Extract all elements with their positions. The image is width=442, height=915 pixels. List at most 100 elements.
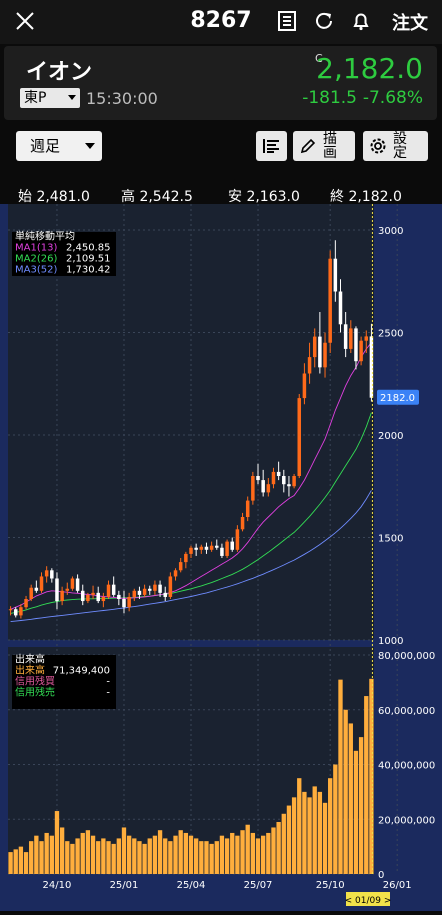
close-mark: C (315, 52, 323, 65)
volume-bar (343, 709, 348, 874)
candle-body (245, 500, 250, 517)
document-icon[interactable] (276, 10, 298, 32)
market-select[interactable]: 東P (20, 88, 80, 108)
volume-legend-value: - (106, 676, 110, 687)
volume-tick-label: 60,000,000 (378, 706, 435, 717)
candle-body (173, 570, 178, 577)
candle-body (127, 596, 131, 608)
candle-body (276, 471, 281, 476)
volume-bar (34, 835, 39, 874)
volume-bar (116, 838, 121, 874)
period-label: 週足 (30, 137, 61, 155)
indicator-button[interactable] (256, 131, 287, 161)
draw-button[interactable]: 描画 (293, 131, 355, 161)
candle-body (194, 547, 198, 550)
ma3-line (10, 490, 372, 623)
candle-body (148, 588, 152, 591)
volume-bar (193, 838, 199, 874)
ma-legend-label: MA3(52) (15, 264, 57, 275)
price-tick-label: 1000 (378, 636, 403, 647)
volume-bar (23, 852, 29, 874)
candle-body (80, 590, 85, 602)
volume-bar (219, 835, 225, 874)
current-price: 2,182.0 (316, 52, 423, 85)
candle-body (24, 599, 28, 608)
price-chart[interactable]: 3000 2500 2000 1500 1000 80,000,000 60,000,000… (0, 204, 442, 911)
volume-bar (183, 832, 189, 874)
volume-bar (199, 841, 204, 874)
gear-icon (370, 138, 386, 154)
volume-bar (317, 791, 323, 874)
bell-icon[interactable] (350, 10, 372, 32)
volume-bar (8, 852, 13, 874)
candle-body (65, 588, 70, 591)
candle-body (34, 587, 39, 591)
refresh-icon[interactable] (313, 10, 335, 32)
volume-bar (39, 841, 44, 874)
price-panel (8, 204, 374, 640)
volume-bar (178, 830, 183, 874)
volume-bar (54, 811, 60, 874)
volume-bar (152, 835, 158, 874)
candle-body (297, 398, 302, 476)
volume-bar (29, 841, 34, 874)
volume-bar (80, 832, 85, 874)
candle-body (8, 609, 13, 611)
ma-legend-value: 1,730.42 (66, 264, 111, 275)
date-tick-label: 25/07 (244, 880, 273, 891)
volume-bar (137, 841, 142, 874)
volume-bar (59, 827, 65, 874)
candle-body (282, 476, 286, 485)
price-tick-label: 3000 (378, 226, 403, 237)
chevron-down-icon (68, 95, 76, 100)
stock-name: イオン (26, 60, 93, 85)
volume-bar (348, 723, 353, 874)
last-price-badge (377, 389, 419, 405)
candle-body (55, 578, 59, 602)
volume-bar (204, 841, 209, 874)
last-price-label: 2182.0 (380, 393, 415, 404)
volume-tick-label: 0 (378, 870, 384, 881)
price-tick-label: 2000 (378, 431, 403, 442)
volume-bar (214, 841, 219, 874)
period-select[interactable]: 週足 (16, 131, 102, 161)
candle-body (287, 484, 291, 487)
settings-button[interactable]: 設定 (363, 131, 428, 161)
volume-bar (369, 678, 374, 874)
quote-panel: イオン 東P 15:30:00 C 2,182.0 -181.5 -7.68% (4, 46, 437, 120)
volume-bar (333, 764, 338, 874)
price-tick-label: 2500 (378, 329, 403, 340)
low-price: 安 2,163.0 (228, 189, 300, 205)
candle-body (240, 517, 245, 530)
candle-body (142, 588, 147, 595)
candle-body (338, 291, 343, 325)
candle-body (323, 342, 327, 368)
candle-body (302, 373, 307, 399)
candle-body (225, 541, 229, 556)
candle-body (60, 590, 64, 602)
volume-bar (261, 835, 266, 874)
volume-bar (75, 838, 80, 874)
order-button[interactable]: 注文 (392, 13, 428, 34)
volume-bar (106, 841, 111, 874)
candle-body (101, 596, 106, 602)
date-tick-label: 25/04 (177, 880, 206, 891)
volume-bar (266, 832, 271, 874)
candle-body (86, 594, 90, 602)
candle-body (220, 547, 224, 556)
chart-area[interactable]: 3000 2500 2000 1500 1000 80,000,000 60,000,000… (0, 204, 442, 911)
close-icon[interactable] (12, 8, 38, 34)
candle-body (343, 324, 348, 349)
settings-label: 設定 (393, 131, 407, 161)
candle-body (230, 541, 234, 550)
volume-legend-label: 信用残買 (15, 674, 55, 687)
volume-bar (297, 778, 302, 874)
candle-body (184, 553, 188, 563)
volume-bar (235, 835, 240, 874)
candle-body (251, 476, 255, 501)
candle-body (96, 592, 100, 602)
candle-body (261, 480, 265, 493)
ma-legend-value: 2,450.85 (66, 242, 111, 253)
candle-body (235, 529, 240, 550)
volume-bar (302, 791, 307, 874)
